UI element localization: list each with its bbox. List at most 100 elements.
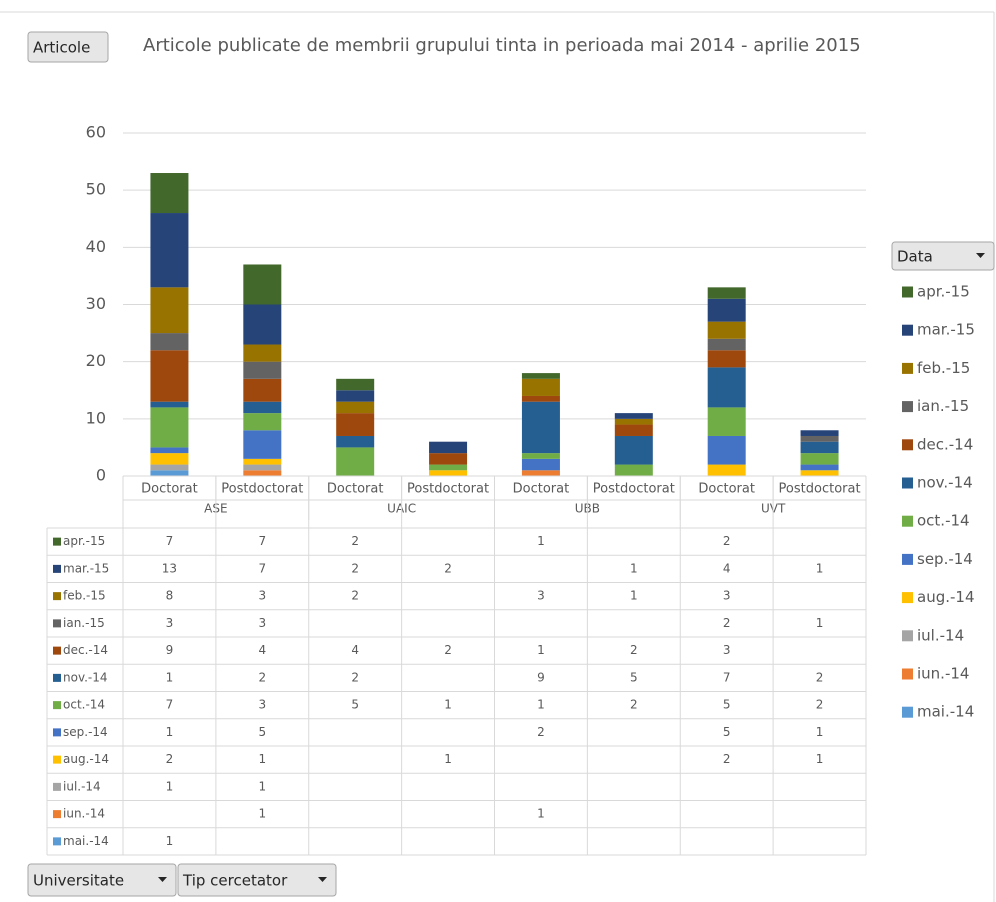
table-cell: 3 bbox=[537, 589, 545, 603]
bar-segment bbox=[243, 470, 282, 476]
table-row-label: mar.-15 bbox=[63, 561, 109, 575]
bar-segment bbox=[150, 213, 189, 288]
bar-segment bbox=[336, 447, 375, 476]
table-row-label: oct.-14 bbox=[63, 698, 105, 712]
table-row-label: nov.-14 bbox=[63, 670, 108, 684]
dropdown-arrow[interactable] bbox=[318, 877, 327, 882]
field-button[interactable] bbox=[27, 31, 109, 63]
table-row-label: iul.-14 bbox=[63, 779, 101, 793]
legend-key bbox=[902, 515, 913, 527]
bar-segment bbox=[429, 453, 468, 465]
bar-segment bbox=[521, 470, 560, 476]
bar-segment bbox=[243, 361, 282, 379]
table-cell: 1 bbox=[630, 561, 638, 575]
table-row-label: dec.-14 bbox=[63, 643, 108, 657]
table-cell: 2 bbox=[351, 670, 359, 684]
bar-segment bbox=[521, 378, 560, 396]
table-cell: 2 bbox=[723, 752, 731, 766]
field-button-label[interactable]: Articole bbox=[33, 39, 90, 57]
bar-segment bbox=[336, 435, 375, 448]
bar-segment bbox=[707, 350, 746, 368]
table-cell: 1 bbox=[166, 670, 174, 684]
table-cell: 2 bbox=[630, 643, 638, 657]
table-legend-key bbox=[53, 837, 61, 846]
field-button-label[interactable]: Universitate bbox=[33, 872, 124, 890]
bar-segment bbox=[521, 373, 560, 379]
table-cell: 1 bbox=[166, 779, 174, 793]
table-legend-key bbox=[53, 646, 61, 655]
x-tick-label: Postdoctorat bbox=[407, 482, 489, 497]
table-legend-key bbox=[53, 619, 61, 628]
bar-segment bbox=[429, 441, 468, 454]
table-legend-key bbox=[53, 810, 61, 819]
bar-segment bbox=[800, 441, 839, 454]
legend-label: mar.-15 bbox=[917, 321, 975, 339]
x-tick-label: Postdoctorat bbox=[779, 482, 861, 497]
table-cell: 7 bbox=[166, 534, 174, 548]
table-cell: 2 bbox=[351, 561, 359, 575]
y-tick-label: 60 bbox=[86, 123, 106, 142]
table-cell: 5 bbox=[258, 725, 266, 739]
legend-label: aug.-14 bbox=[917, 588, 975, 606]
bar-segment bbox=[521, 401, 560, 454]
legend-key bbox=[902, 477, 913, 489]
table-cell: 2 bbox=[351, 534, 359, 548]
x-tick-label: Postdoctorat bbox=[221, 482, 303, 497]
bar-segment bbox=[336, 390, 375, 402]
field-button[interactable] bbox=[177, 863, 337, 897]
table-cell: 5 bbox=[723, 698, 731, 712]
legend-label: sep.-14 bbox=[917, 550, 973, 568]
legend-key bbox=[902, 286, 913, 298]
y-tick-label: 40 bbox=[86, 237, 106, 256]
legend-label: feb.-15 bbox=[917, 359, 970, 377]
bar-segment bbox=[707, 298, 746, 322]
field-button-label[interactable]: Data bbox=[897, 248, 933, 266]
bar-segment bbox=[707, 464, 746, 476]
x-tick-label: Doctorat bbox=[513, 482, 570, 497]
table-cell: 5 bbox=[630, 670, 638, 684]
bar-segment bbox=[521, 458, 560, 471]
bar-segment bbox=[243, 413, 282, 431]
table-cell: 1 bbox=[444, 752, 452, 766]
legend-key bbox=[902, 362, 913, 374]
legend-label: ian.-15 bbox=[917, 397, 969, 415]
bar-segment bbox=[243, 378, 282, 402]
y-tick-label: 50 bbox=[86, 180, 106, 199]
bar-segment bbox=[150, 350, 189, 402]
table-legend-key bbox=[53, 755, 61, 764]
field-button[interactable] bbox=[891, 241, 995, 271]
bar-segment bbox=[150, 453, 189, 465]
bar-segment bbox=[707, 338, 746, 351]
table-cell: 1 bbox=[816, 616, 824, 630]
table-cell: 3 bbox=[258, 616, 266, 630]
table-cell: 1 bbox=[537, 807, 545, 821]
table-cell: 2 bbox=[444, 561, 452, 575]
x-tick-label: Postdoctorat bbox=[593, 482, 675, 497]
table-row-label: apr.-15 bbox=[63, 534, 105, 548]
table-cell: 3 bbox=[723, 643, 731, 657]
field-button[interactable] bbox=[27, 863, 177, 897]
bar-segment bbox=[800, 435, 839, 442]
table-cell: 2 bbox=[351, 589, 359, 603]
table-cell: 1 bbox=[537, 534, 545, 548]
table-cell: 1 bbox=[258, 807, 266, 821]
legend-key bbox=[902, 439, 913, 451]
table-cell: 1 bbox=[816, 561, 824, 575]
bar-segment bbox=[150, 447, 189, 454]
table-cell: 1 bbox=[537, 698, 545, 712]
table-legend-key bbox=[53, 701, 61, 710]
x-tick-label: Doctorat bbox=[141, 482, 198, 497]
table-cell: 1 bbox=[537, 643, 545, 657]
field-button-label[interactable]: Tip cercetator bbox=[182, 872, 288, 890]
dropdown-arrow[interactable] bbox=[976, 253, 985, 258]
table-cell: 2 bbox=[723, 616, 731, 630]
table-cell: 1 bbox=[258, 752, 266, 766]
legend-key bbox=[902, 668, 913, 680]
legend-label: iun.-14 bbox=[917, 665, 969, 683]
table-cell: 1 bbox=[630, 589, 638, 603]
bar-segment bbox=[150, 173, 189, 214]
bar-segment bbox=[707, 287, 746, 299]
bar-segment bbox=[150, 407, 189, 448]
table-row-label: sep.-14 bbox=[63, 725, 108, 739]
dropdown-arrow[interactable] bbox=[158, 877, 167, 882]
